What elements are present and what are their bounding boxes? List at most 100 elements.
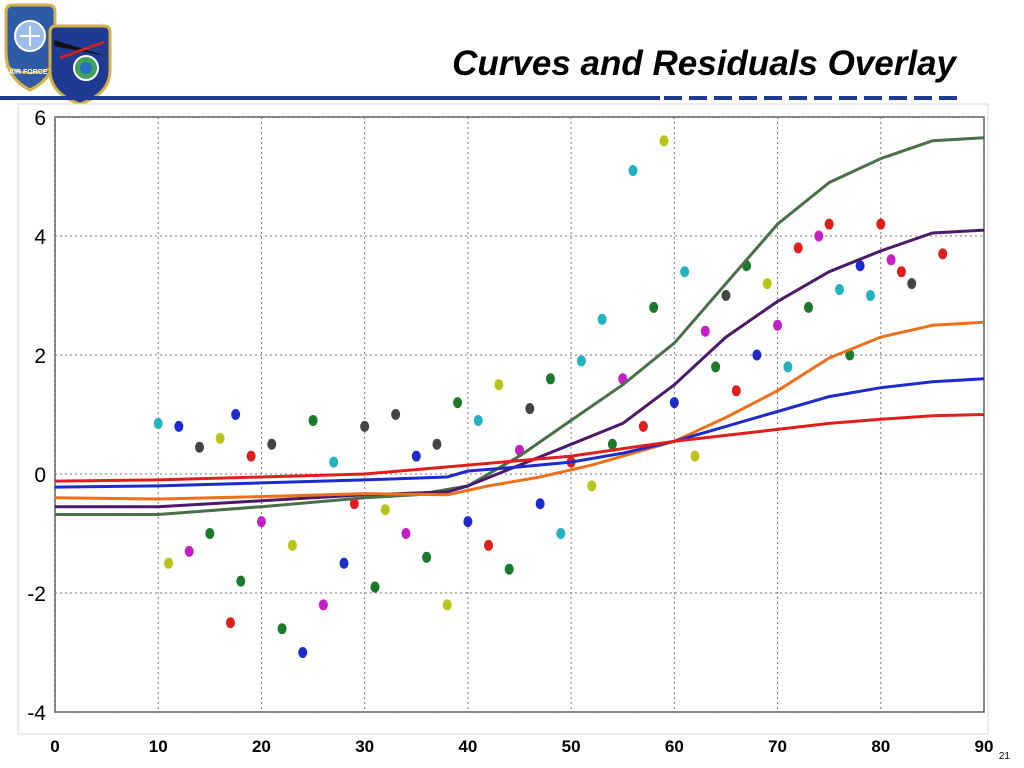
residual-point xyxy=(659,135,669,147)
x-tick-label: 30 xyxy=(355,737,374,756)
residual-point xyxy=(669,397,679,409)
residual-point xyxy=(845,349,855,361)
residual-point xyxy=(938,248,948,260)
residual-point xyxy=(576,355,586,367)
residual-point xyxy=(287,539,297,551)
residual-point xyxy=(762,278,772,290)
residual-point xyxy=(153,417,163,429)
residual-point xyxy=(401,528,411,539)
residual-point xyxy=(339,557,349,569)
y-tick-label: -2 xyxy=(27,583,46,606)
residual-point xyxy=(834,284,844,296)
residual-point xyxy=(886,254,896,266)
slide-title: Curves and Residuals Overlay xyxy=(452,44,956,83)
residual-point xyxy=(360,420,370,432)
y-tick-label: 4 xyxy=(34,226,46,249)
residual-point xyxy=(442,599,452,611)
residual-point xyxy=(370,581,380,593)
residual-point xyxy=(277,623,287,635)
residual-point xyxy=(267,438,277,450)
residual-point xyxy=(752,349,762,361)
residual-points xyxy=(153,135,948,658)
residual-point xyxy=(876,218,886,230)
residual-point xyxy=(411,450,421,462)
residual-point xyxy=(164,557,174,569)
slide-number: 21 xyxy=(998,751,1010,762)
residual-point xyxy=(473,414,483,426)
residual-point xyxy=(184,545,194,557)
x-tick-label: 70 xyxy=(768,737,787,756)
residual-point xyxy=(256,516,266,528)
x-tick-label: 90 xyxy=(975,737,994,756)
command-emblem-icon xyxy=(48,24,112,106)
residual-point xyxy=(205,528,215,539)
fit-curves xyxy=(54,136,985,516)
residual-point xyxy=(793,242,803,254)
residual-point xyxy=(711,361,721,373)
residual-point xyxy=(690,450,700,462)
residual-point xyxy=(525,403,535,415)
fit-curve-5 xyxy=(54,413,985,483)
residual-point xyxy=(907,278,917,290)
x-tick-label: 10 xyxy=(149,737,168,756)
residual-point xyxy=(391,409,401,420)
y-tick-label: 2 xyxy=(34,345,46,368)
residual-point xyxy=(731,385,741,397)
air-force-emblem-logo: AIR FORCE xyxy=(4,3,112,106)
y-tick-label: 0 xyxy=(34,464,46,487)
residual-point xyxy=(804,301,814,313)
residual-point xyxy=(432,438,442,450)
fit-curve-2 xyxy=(55,228,985,509)
residual-point xyxy=(700,325,710,337)
residual-point xyxy=(215,432,225,444)
residual-point xyxy=(349,498,359,510)
residual-point xyxy=(484,539,494,551)
x-tick-label: 40 xyxy=(458,737,477,756)
residual-point xyxy=(308,414,318,426)
residual-point xyxy=(773,319,783,331)
residual-point xyxy=(422,551,432,563)
residual-point xyxy=(329,456,339,468)
residual-point xyxy=(535,498,545,510)
header-divider xyxy=(0,96,957,100)
residual-point xyxy=(814,230,824,242)
residual-point xyxy=(463,516,473,528)
residual-point xyxy=(453,397,463,409)
residual-point xyxy=(865,290,875,301)
residual-point xyxy=(587,480,597,492)
residual-point xyxy=(597,313,607,325)
residual-point xyxy=(195,441,205,453)
residual-point xyxy=(225,617,235,629)
fit-curve-4 xyxy=(54,377,985,489)
x-axis-ticks: 0 10 20 30 40 50 60 70 80 90 xyxy=(50,737,993,756)
residual-point xyxy=(298,647,308,658)
residual-point xyxy=(494,379,504,391)
residual-point xyxy=(896,266,906,278)
x-tick-label: 0 xyxy=(50,737,59,756)
residual-point xyxy=(556,528,566,539)
x-tick-label: 80 xyxy=(871,737,890,756)
x-tick-label: 20 xyxy=(252,737,271,756)
x-tick-label: 50 xyxy=(562,737,581,756)
residual-point xyxy=(545,373,555,385)
residual-point xyxy=(607,438,617,450)
residual-point xyxy=(638,420,648,432)
residual-point xyxy=(231,409,241,420)
residual-point xyxy=(174,420,184,432)
residual-point xyxy=(504,563,514,575)
fit-curve-1 xyxy=(55,136,985,516)
residual-point xyxy=(721,290,731,301)
residual-point xyxy=(649,301,659,313)
residual-point xyxy=(318,599,328,611)
y-tick-label: -4 xyxy=(27,702,46,725)
residual-point xyxy=(855,260,865,272)
residual-point xyxy=(783,361,793,373)
fit-curve-3 xyxy=(54,320,985,501)
residual-point xyxy=(246,450,256,462)
y-tick-label: 6 xyxy=(34,107,46,130)
residual-point xyxy=(236,575,246,587)
x-tick-label: 60 xyxy=(665,737,684,756)
y-axis-ticks: 6 4 2 0 -2 -4 xyxy=(27,107,46,725)
svg-text:AIR FORCE: AIR FORCE xyxy=(9,69,48,76)
